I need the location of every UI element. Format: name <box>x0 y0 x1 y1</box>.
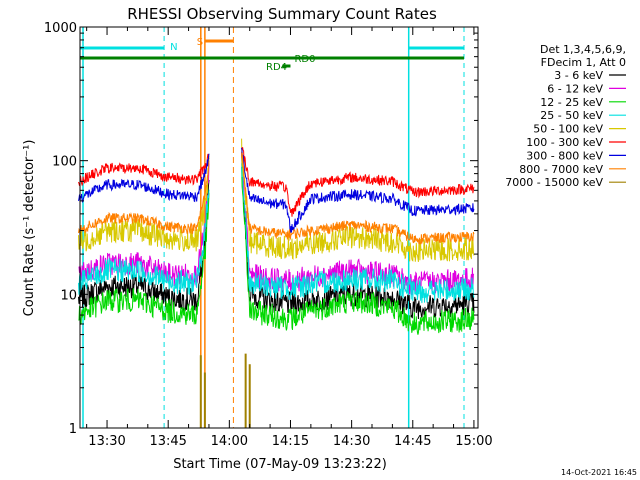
series-line <box>78 147 475 217</box>
series-line <box>78 147 475 234</box>
y-tick-label: 1000 <box>44 21 77 36</box>
legend-label: 3 - 6 keV <box>554 69 603 82</box>
legend-label: 12 - 25 keV <box>540 96 603 109</box>
x-tick-label: 14:00 <box>211 434 248 449</box>
y-tick-label: 10 <box>60 288 77 303</box>
x-tick-label: 14:30 <box>333 434 370 449</box>
x-tick-label: 13:45 <box>149 434 186 449</box>
series-line <box>78 138 475 262</box>
legend-label: 6 - 12 keV <box>547 82 603 95</box>
x-tick-label: 15:00 <box>455 434 492 449</box>
y-tick-label: 1 <box>69 422 77 437</box>
series-layer <box>78 138 475 428</box>
x-tick-label: 13:30 <box>88 434 125 449</box>
x-tick-label: 14:15 <box>272 434 309 449</box>
footer-timestamp: 14-Oct-2021 16:45 <box>561 468 637 477</box>
legend-header-line-1: Det 1,3,4,5,6,9, <box>540 43 626 56</box>
series-line <box>199 353 251 428</box>
y-axis-label: Count Rate (s⁻¹ detector⁻¹) <box>22 140 37 317</box>
x-tick-label: 14:45 <box>394 434 431 449</box>
legend-label: 25 - 50 keV <box>540 109 603 122</box>
plot-frame <box>79 26 479 429</box>
legend-label: 100 - 300 keV <box>526 136 603 149</box>
series-line <box>78 152 475 245</box>
series-line <box>78 163 475 304</box>
rd4-label: RD4 <box>266 62 287 73</box>
legend-header-line-2: FDecim 1, Att 0 <box>541 56 626 69</box>
night-label: N <box>170 42 177 53</box>
legend-label: 800 - 7000 keV <box>519 163 603 176</box>
rd0-label: RD0 <box>294 54 315 65</box>
x-axis-label: Start Time (07-May-09 13:23:22) <box>173 457 387 472</box>
legend-label: 7000 - 15000 keV <box>505 176 603 189</box>
legend-label: 50 - 100 keV <box>533 123 603 136</box>
legend-label: 300 - 800 keV <box>526 149 603 162</box>
axis-layer: 13:30 13:45 14:00 14:15 14:30 14:45 15:00 1 10 10… <box>44 21 493 449</box>
chart-title: RHESSI Observing Summary Count Rates <box>127 5 437 23</box>
saa-label: S <box>197 37 203 48</box>
y-tick-label: 100 <box>52 155 77 170</box>
series-line <box>78 166 475 335</box>
